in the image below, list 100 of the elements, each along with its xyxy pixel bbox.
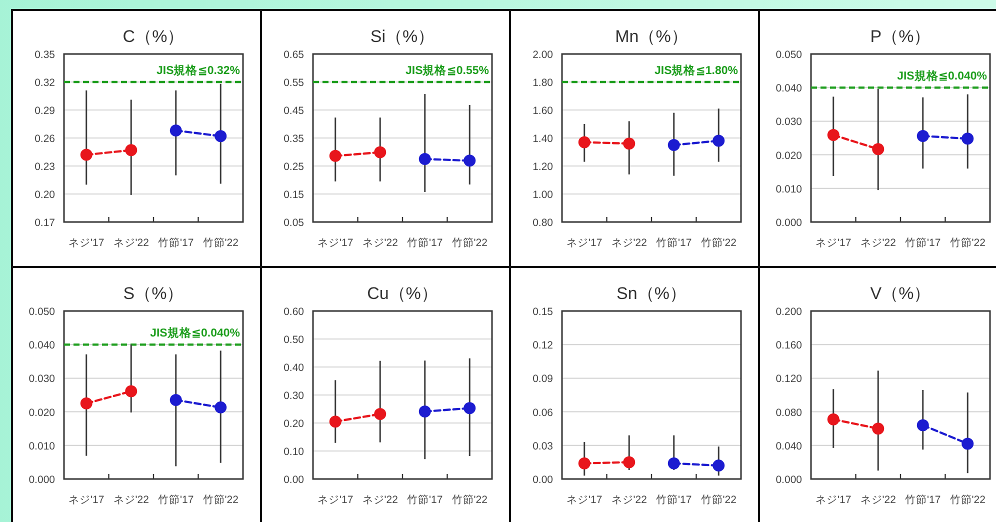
point (329, 416, 342, 428)
point (329, 150, 342, 162)
x-tick-label: 竹節'17 (656, 494, 692, 506)
point (214, 130, 227, 142)
x-tick-label: 竹節'22 (452, 494, 488, 506)
ref-line-label: JIS規格≦0.040% (897, 70, 987, 83)
x-tick-label: ネジ'17 (318, 237, 354, 249)
chart-title: P（%） (870, 27, 931, 46)
point (872, 143, 884, 156)
y-tick-label: 0.010 (776, 183, 802, 196)
x-tick-label: ネジ'17 (68, 494, 104, 506)
x-tick-label: 竹節'17 (905, 494, 941, 506)
point (418, 406, 431, 418)
ref-line-label: JIS規格≦1.80% (654, 64, 738, 77)
y-tick-label: 0.60 (284, 306, 304, 318)
chart-title: Si（%） (370, 27, 435, 46)
x-tick-label: ネジ'22 (611, 494, 648, 506)
y-tick-label: 0.030 (28, 373, 56, 386)
point (125, 144, 138, 156)
y-tick-label: 0.200 (776, 306, 802, 318)
chart-title: Sn（%） (616, 284, 686, 303)
point (872, 422, 884, 435)
y-tick-label: 1.00 (532, 189, 554, 201)
x-tick-label: ネジ'22 (113, 237, 150, 249)
x-tick-label: ネジ'17 (816, 494, 852, 506)
x-tick-label: 竹節'22 (950, 237, 986, 249)
y-tick-label: 0.29 (34, 105, 56, 117)
x-tick-label: ネジ'22 (860, 237, 896, 249)
point (170, 394, 182, 406)
y-tick-label: 0.20 (34, 189, 56, 201)
x-tick-label: ネジ'17 (566, 237, 602, 249)
x-tick-label: ネジ'22 (611, 237, 648, 249)
y-tick-label: 0.040 (776, 440, 802, 452)
x-tick-label: 竹節'17 (407, 237, 443, 249)
y-tick-label: 0.15 (532, 306, 554, 318)
x-tick-label: 竹節'22 (700, 237, 737, 249)
point (827, 128, 840, 141)
point (125, 385, 138, 398)
x-tick-label: 竹節'17 (656, 237, 692, 249)
point (916, 130, 929, 142)
chart-title: S（%） (123, 284, 184, 303)
y-tick-label: 1.80 (532, 77, 554, 89)
point (962, 132, 974, 145)
y-tick-label: 0.10 (284, 446, 304, 458)
y-tick-label: 0.17 (34, 217, 56, 229)
y-tick-label: 0.000 (28, 474, 56, 486)
point (962, 438, 974, 450)
y-tick-label: 1.40 (532, 133, 554, 145)
y-tick-label: 0.45 (284, 105, 304, 117)
y-tick-label: 0.80 (532, 217, 554, 229)
y-tick-label: 0.080 (776, 406, 802, 419)
point (170, 124, 182, 137)
y-tick-label: 0.12 (532, 340, 554, 352)
x-tick-label: 竹節'17 (905, 237, 941, 249)
y-tick-label: 1.20 (532, 161, 554, 173)
ref-line-label: JIS規格≦0.32% (156, 64, 240, 77)
point (916, 419, 929, 432)
y-tick-label: 0.160 (776, 340, 802, 352)
y-tick-label: 0.26 (34, 133, 56, 145)
y-tick-label: 0.32 (34, 77, 56, 89)
chart-title: C（%） (122, 27, 184, 46)
point (464, 154, 476, 167)
x-tick-label: 竹節'22 (202, 237, 239, 249)
y-tick-label: 2.00 (532, 49, 554, 61)
y-tick-label: 0.00 (284, 474, 304, 486)
x-tick-label: ネジ'17 (566, 494, 602, 506)
y-tick-label: 0.020 (28, 406, 56, 419)
y-tick-label: 0.010 (28, 440, 56, 452)
y-tick-label: 0.000 (776, 474, 802, 486)
point (464, 402, 476, 414)
y-tick-label: 0.40 (284, 362, 304, 374)
x-tick-label: ネジ'17 (318, 494, 354, 506)
y-tick-label: 0.120 (776, 373, 802, 386)
y-tick-label: 1.60 (532, 105, 554, 117)
chart-title: Cu（%） (367, 284, 438, 303)
y-tick-label: 0.23 (34, 161, 56, 173)
point (80, 148, 92, 161)
y-tick-label: 0.35 (34, 49, 56, 61)
x-tick-label: 竹節'22 (202, 494, 239, 506)
y-tick-label: 0.020 (776, 150, 802, 162)
x-tick-label: ネジ'17 (68, 237, 104, 249)
y-tick-label: 0.09 (532, 373, 554, 386)
y-tick-label: 0.20 (284, 418, 304, 430)
y-tick-label: 0.30 (284, 390, 304, 402)
y-tick-label: 0.030 (776, 116, 802, 128)
ref-line-label: JIS規格≦0.040% (150, 326, 240, 340)
point (214, 401, 227, 414)
point (374, 146, 386, 158)
x-tick-label: 竹節'22 (950, 494, 986, 506)
x-tick-label: ネジ'22 (362, 237, 398, 249)
y-tick-label: 0.00 (532, 474, 554, 486)
y-tick-label: 0.040 (28, 340, 56, 352)
y-tick-label: 0.03 (532, 440, 554, 452)
x-tick-label: 竹節'17 (158, 237, 194, 249)
y-tick-label: 0.000 (776, 217, 802, 229)
ref-line-label: JIS規格≦0.55% (405, 64, 489, 77)
chart-title: V（%） (870, 284, 931, 303)
point (374, 408, 386, 420)
x-tick-label: ネジ'17 (816, 237, 852, 249)
y-tick-label: 0.65 (284, 49, 304, 61)
